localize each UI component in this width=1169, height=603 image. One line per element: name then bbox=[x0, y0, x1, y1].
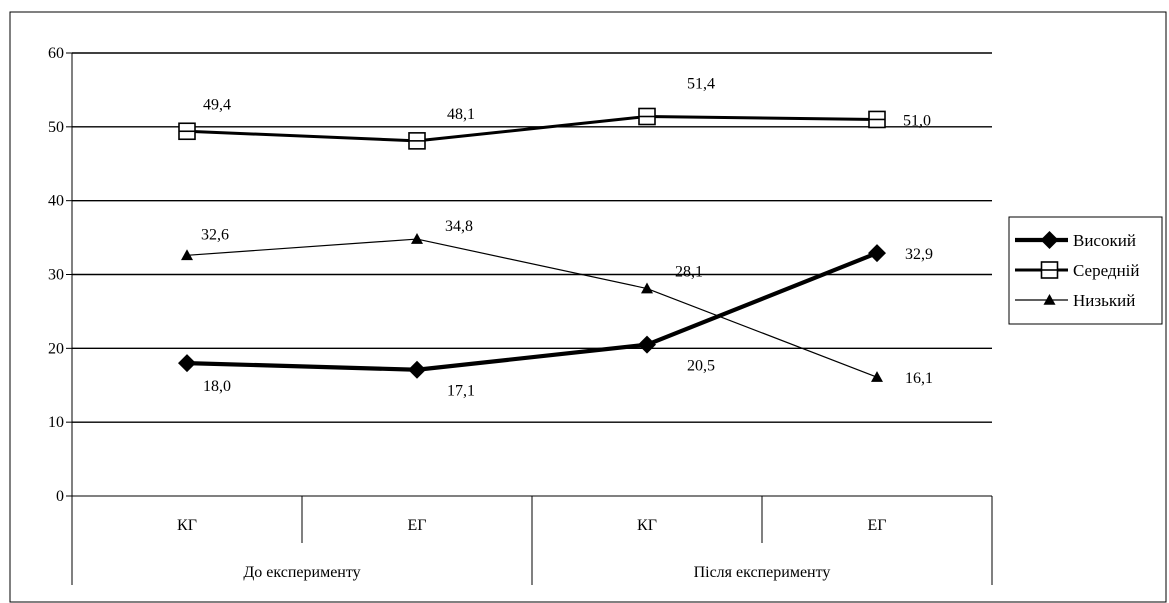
legend-label: Високий bbox=[1073, 231, 1136, 250]
y-tick-label: 60 bbox=[48, 45, 64, 62]
legend-marker bbox=[1040, 231, 1059, 249]
category-group-label: Після експерименту bbox=[694, 564, 831, 581]
data-point bbox=[871, 371, 883, 382]
data-label: 48,1 bbox=[447, 106, 475, 123]
category-group-label: До експерименту bbox=[243, 564, 360, 581]
data-point bbox=[178, 354, 196, 373]
data-label: 32,6 bbox=[201, 226, 229, 243]
data-label: 51,0 bbox=[903, 112, 931, 129]
data-label: 51,4 bbox=[687, 75, 715, 92]
data-label: 17,1 bbox=[447, 383, 475, 400]
data-label-layer: 18,0 17,1 20,5 32,9 49,4 48,1 51,4 51,0 32,6 34,8… bbox=[201, 75, 933, 399]
series-line-2 bbox=[186, 238, 878, 378]
series-line-1 bbox=[186, 114, 878, 143]
y-tick-label: 30 bbox=[48, 267, 64, 284]
series-layer bbox=[178, 107, 886, 382]
data-point bbox=[411, 233, 423, 244]
data-label: 20,5 bbox=[687, 358, 715, 375]
legend-marker bbox=[1043, 294, 1056, 305]
data-point bbox=[868, 244, 886, 263]
legend: Високий Середній Низький bbox=[1008, 216, 1163, 325]
data-point bbox=[638, 335, 656, 354]
y-tick-label: 50 bbox=[48, 119, 64, 136]
y-tick-label: 10 bbox=[48, 414, 64, 431]
category-label: КГ bbox=[637, 517, 657, 534]
data-label: 18,0 bbox=[203, 378, 231, 395]
legend-label: Середній bbox=[1073, 261, 1139, 280]
data-label: 28,1 bbox=[675, 264, 703, 281]
category-label: ЕГ bbox=[867, 517, 886, 534]
data-label: 34,8 bbox=[445, 218, 473, 235]
grid-layer bbox=[72, 52, 992, 423]
outer-frame bbox=[9, 11, 1167, 603]
category-label: ЕГ bbox=[407, 517, 426, 534]
y-tick-label: 0 bbox=[56, 488, 64, 505]
axis-layer: 0 10 20 30 40 50 60 КГ ЕГ КГ ЕГ До експерименту Післ… bbox=[48, 45, 993, 585]
data-label: 49,4 bbox=[203, 96, 231, 113]
data-point bbox=[408, 360, 426, 379]
data-point bbox=[181, 249, 193, 261]
data-label: 16,1 bbox=[905, 370, 933, 387]
category-label: КГ bbox=[177, 517, 197, 534]
y-tick-label: 20 bbox=[48, 340, 64, 357]
legend-label: Низький bbox=[1073, 291, 1135, 310]
data-label: 32,9 bbox=[905, 246, 933, 263]
data-point bbox=[641, 282, 653, 294]
series-line-0 bbox=[186, 251, 878, 372]
y-tick-label: 40 bbox=[48, 193, 64, 210]
